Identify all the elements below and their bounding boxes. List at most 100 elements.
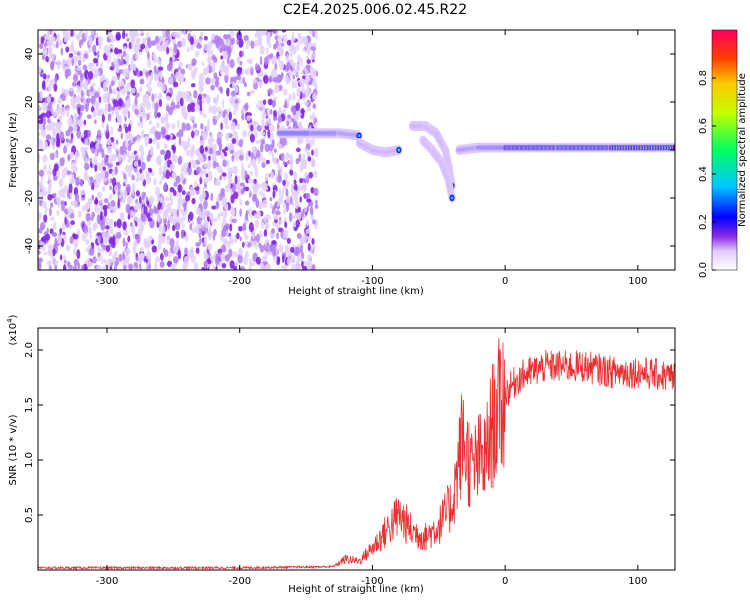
noise-speckle <box>92 110 97 118</box>
noise-speckle <box>163 181 168 191</box>
noise-speckle <box>124 126 129 134</box>
noise-speckle <box>284 64 289 72</box>
noise-speckle <box>72 50 78 56</box>
noise-speckle <box>238 247 243 256</box>
noise-speckle <box>105 129 110 140</box>
noise-speckle <box>185 94 189 103</box>
noise-speckle <box>231 218 237 223</box>
noise-speckle <box>109 185 112 191</box>
noise-speckle <box>221 98 225 109</box>
noise-speckle <box>265 173 269 182</box>
noise-speckle <box>157 57 160 64</box>
noise-speckle <box>173 142 177 147</box>
noise-speckle <box>269 109 273 115</box>
noise-speckle <box>162 247 166 254</box>
noise-speckle <box>259 143 264 153</box>
noise-speckle <box>175 191 179 198</box>
noise-speckle <box>49 43 52 54</box>
noise-speckle <box>234 175 238 185</box>
noise-speckle <box>157 92 163 102</box>
noise-speckle <box>144 113 148 122</box>
noise-speckle <box>243 35 249 41</box>
noise-speckle <box>140 215 147 222</box>
noise-speckle <box>268 144 274 152</box>
noise-speckle <box>97 129 102 137</box>
noise-speckle <box>272 189 276 199</box>
noise-speckle <box>112 141 116 149</box>
noise-speckle <box>296 73 299 78</box>
noise-speckle <box>110 126 113 136</box>
noise-speckle <box>220 122 223 131</box>
noise-speckle <box>76 249 81 260</box>
noise-speckle <box>255 198 260 209</box>
noise-speckle <box>59 106 66 116</box>
noise-speckle <box>154 256 161 263</box>
noise-speckle <box>76 66 82 72</box>
noise-speckle <box>180 68 186 76</box>
noise-speckle <box>152 52 157 60</box>
noise-speckle <box>259 105 265 112</box>
noise-speckle <box>108 252 113 257</box>
noise-speckle <box>236 31 242 41</box>
noise-speckle <box>50 35 56 43</box>
noise-speckle <box>298 121 303 131</box>
noise-speckle <box>132 63 137 72</box>
noise-speckle <box>242 256 248 266</box>
noise-speckle <box>140 43 146 50</box>
noise-speckle <box>61 58 67 65</box>
noise-speckle <box>68 87 74 92</box>
noise-speckle <box>146 51 150 60</box>
noise-speckle <box>140 30 144 35</box>
noise-speckle <box>265 214 271 221</box>
noise-speckle <box>175 230 180 239</box>
noise-speckle <box>236 56 241 65</box>
noise-speckle <box>87 129 91 139</box>
noise-speckle <box>63 37 69 43</box>
noise-speckle <box>229 30 235 37</box>
noise-speckle <box>191 197 196 205</box>
noise-speckle <box>295 246 301 257</box>
noise-speckle <box>273 148 277 153</box>
noise-speckle <box>138 195 142 204</box>
noise-speckle <box>172 32 176 38</box>
noise-speckle <box>140 172 145 183</box>
noise-speckle <box>52 192 57 198</box>
noise-speckle <box>67 206 73 216</box>
noise-speckle <box>255 256 261 265</box>
noise-speckle <box>232 130 238 138</box>
noise-speckle <box>117 198 120 209</box>
noise-speckle <box>310 186 315 194</box>
noise-speckle <box>203 177 209 184</box>
noise-speckle <box>147 217 153 222</box>
noise-speckle <box>51 105 54 115</box>
noise-speckle <box>175 175 181 184</box>
noise-speckle <box>146 200 150 206</box>
noise-speckle <box>256 124 262 132</box>
noise-speckle <box>94 180 100 189</box>
noise-speckle <box>109 48 113 53</box>
noise-speckle <box>114 47 119 55</box>
noise-speckle <box>111 177 117 188</box>
noise-speckle <box>50 216 55 222</box>
noise-speckle <box>77 229 81 237</box>
noise-speckle <box>45 55 49 63</box>
noise-speckle <box>143 205 148 215</box>
noise-speckle <box>49 152 55 161</box>
noise-speckle <box>248 188 252 194</box>
noise-speckle <box>215 201 220 210</box>
noise-speckle <box>211 54 216 61</box>
noise-speckle <box>252 120 257 127</box>
noise-speckle <box>186 30 193 33</box>
noise-speckle <box>197 152 203 163</box>
noise-speckle <box>127 145 132 152</box>
noise-speckle <box>255 210 262 220</box>
noise-speckle <box>109 226 114 235</box>
noise-speckle <box>282 88 288 96</box>
noise-speckle <box>91 194 95 201</box>
noise-speckle <box>154 261 158 270</box>
noise-speckle <box>194 50 200 58</box>
noise-speckle <box>127 97 131 107</box>
noise-speckle <box>140 246 144 253</box>
noise-speckle <box>253 196 258 202</box>
noise-speckle <box>45 134 52 141</box>
